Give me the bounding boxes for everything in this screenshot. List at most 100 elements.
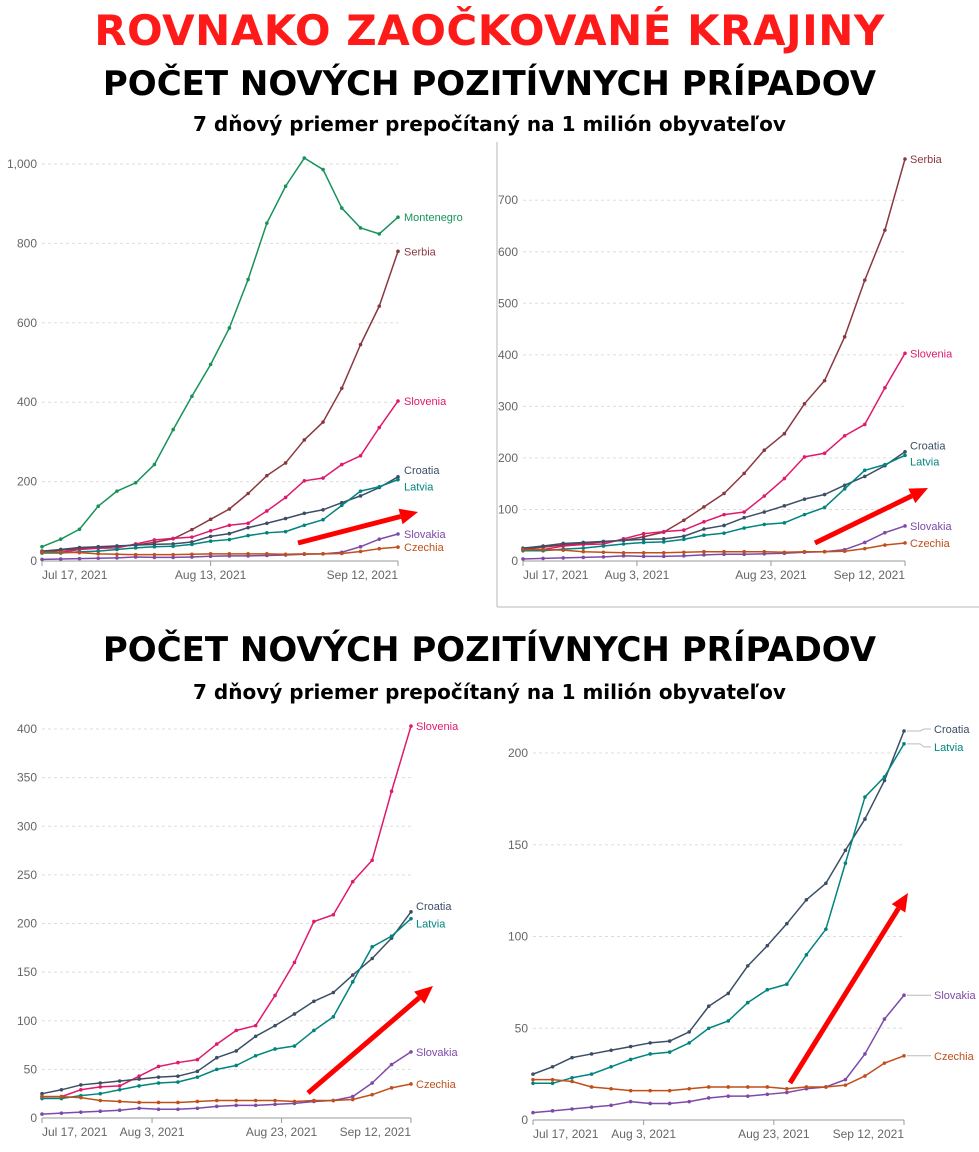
y-tick-label: 200 (498, 451, 518, 465)
data-point (312, 1098, 316, 1103)
data-point (648, 1041, 652, 1045)
data-point (883, 462, 887, 467)
y-tick-label: 300 (17, 819, 37, 833)
data-point (581, 546, 586, 550)
data-point (96, 556, 101, 561)
data-point (389, 934, 394, 938)
data-point (883, 543, 887, 547)
data-point (234, 1028, 239, 1033)
data-point (661, 537, 666, 541)
data-point (903, 524, 907, 528)
data-point (190, 527, 194, 532)
y-tick-label: 100 (498, 502, 518, 516)
data-point (40, 1112, 44, 1116)
data-point (409, 916, 413, 921)
data-point (661, 540, 666, 544)
data-point (802, 549, 807, 554)
data-point (234, 1063, 239, 1068)
data-point (641, 540, 646, 545)
data-point (742, 515, 746, 520)
data-point (641, 554, 646, 559)
x-tick-label: Aug 23, 2021 (738, 1127, 810, 1141)
trend-arrow-icon (306, 986, 433, 1095)
data-point (117, 1099, 122, 1104)
data-point (302, 523, 307, 528)
data-point (137, 1077, 141, 1081)
series-label-serbia: Serbia (404, 246, 437, 258)
series-line-slovakia (41, 533, 399, 561)
data-point (227, 507, 232, 511)
data-point (358, 489, 363, 493)
y-tick-label: 100 (508, 930, 528, 944)
data-point (782, 476, 787, 481)
data-point (137, 1106, 141, 1111)
series-slovenia: Slovenia (40, 721, 459, 1099)
data-point (253, 1103, 258, 1108)
data-point (302, 479, 307, 483)
data-point (331, 912, 336, 917)
data-point (98, 1098, 103, 1103)
data-point (396, 399, 400, 403)
data-point (883, 530, 887, 535)
data-point (350, 980, 355, 984)
data-point (641, 534, 646, 539)
data-point (667, 1039, 672, 1043)
data-point (156, 1107, 161, 1112)
data-point (396, 215, 400, 219)
data-point (358, 549, 363, 554)
data-point (98, 1109, 103, 1113)
series-line-czechia (42, 546, 399, 556)
data-point (195, 1106, 200, 1111)
data-point (214, 1055, 219, 1060)
trend-arrow-shaft (297, 514, 402, 546)
y-tick-label: 300 (498, 399, 518, 413)
data-point (882, 1017, 887, 1021)
data-point (377, 546, 382, 551)
x-tick-label: Sep 12, 2021 (834, 568, 906, 582)
x-tick-label: Aug 23, 2021 (735, 568, 807, 582)
data-point (648, 1088, 652, 1093)
data-point (137, 1084, 141, 1088)
series-croatia: Croatia (40, 901, 452, 1096)
data-point (292, 1012, 297, 1016)
data-point (742, 510, 746, 514)
y-tick-label: 0 (521, 1113, 528, 1127)
data-point (190, 535, 194, 539)
series-line-serbia (522, 158, 906, 551)
data-point (40, 1091, 44, 1096)
x-tick-label: Jul 17, 2021 (533, 1127, 599, 1141)
data-point (283, 552, 288, 557)
trend-arrow-icon (813, 488, 928, 546)
series-line-latvia (523, 454, 906, 552)
data-point (842, 335, 847, 339)
data-point (765, 1085, 770, 1089)
series-line-croatia (41, 911, 412, 1095)
data-point (682, 554, 686, 558)
data-point (273, 1098, 277, 1103)
data-point (208, 552, 213, 556)
series-label-czechia: Czechia (934, 1051, 975, 1063)
series-croatia: Croatia (531, 724, 970, 1076)
data-point (208, 517, 213, 522)
y-tick-label: 200 (508, 746, 528, 760)
data-point (570, 1079, 574, 1084)
y-tick-label: 100 (17, 1014, 37, 1028)
data-point (706, 1096, 711, 1100)
y-tick-label: 1,000 (7, 157, 37, 171)
trend-arrow-head (398, 508, 418, 525)
series-line-slovakia (532, 994, 905, 1114)
data-point (331, 1015, 336, 1019)
y-tick-label: 150 (17, 965, 37, 979)
main-title: ROVNAKO ZAOČKOVANÉ KRAJINY (94, 6, 885, 55)
series-latvia: Latvia (40, 477, 434, 555)
data-point (176, 1100, 180, 1105)
trend-arrow-icon (297, 508, 418, 546)
data-point (115, 544, 119, 548)
series-line-slovakia (522, 525, 906, 560)
data-point (661, 554, 666, 559)
data-point (648, 1052, 652, 1056)
series-line-czechia (523, 542, 906, 554)
data-point (190, 542, 194, 547)
data-point (396, 475, 400, 479)
data-point (765, 943, 770, 948)
